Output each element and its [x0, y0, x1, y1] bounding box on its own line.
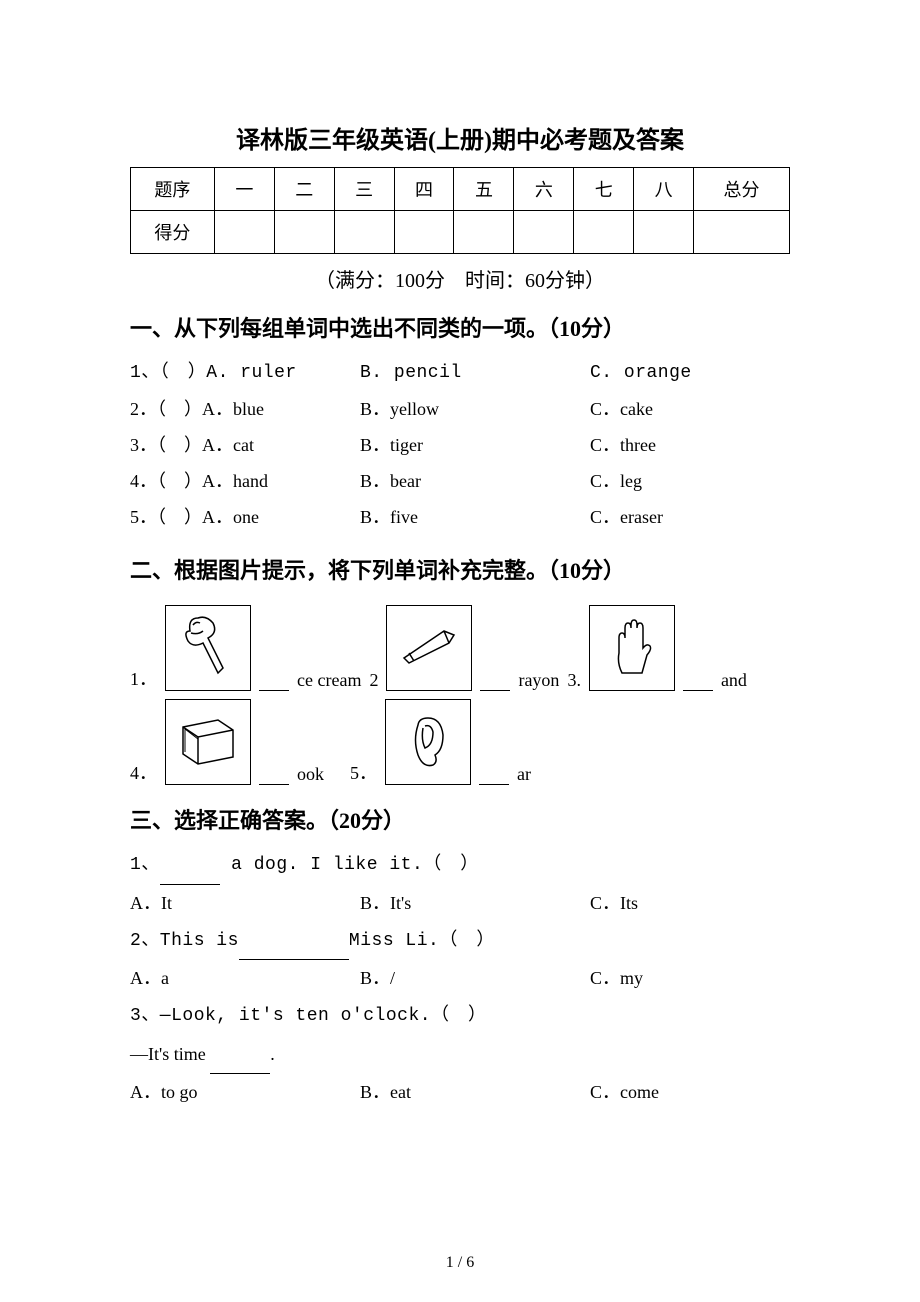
item-suffix: ook — [297, 764, 324, 785]
question-row: 5．（ ）A．one B．five C．eraser — [130, 499, 790, 535]
stem-pre: 1、 — [130, 855, 160, 875]
section-1-heading: 一、从下列每组单词中选出不同类的一项。（10分） — [130, 311, 790, 343]
option-a: 1、（ ）A. ruler — [130, 355, 360, 391]
col-header: 三 — [334, 168, 394, 211]
option-a: A．It — [130, 885, 360, 923]
option-a: 5．（ ）A．one — [130, 499, 360, 535]
table-row: 得分 — [131, 211, 790, 254]
col-header: 一 — [214, 168, 274, 211]
option-a: 4．（ ）A．hand — [130, 463, 360, 499]
question-line: —It's time . — [130, 1036, 790, 1074]
option-c: C．cake — [590, 391, 790, 427]
stem-pre: —It's time — [130, 1044, 210, 1064]
col-header: 八 — [634, 168, 694, 211]
stem-post: . — [270, 1044, 275, 1064]
item-prefix: 5． — [332, 759, 377, 785]
option-b: B．eat — [360, 1074, 590, 1112]
image-question-row: 4． ook 5． ar — [130, 699, 790, 785]
score-cell — [214, 211, 274, 254]
fill-blank — [160, 867, 220, 885]
option-c: C. orange — [590, 355, 790, 391]
fill-blank — [239, 942, 349, 960]
table-row: 题序 一 二 三 四 五 六 七 八 总分 — [131, 168, 790, 211]
ice-cream-icon — [165, 605, 251, 691]
item-suffix: ar — [517, 764, 531, 785]
question-stem: 1、 a dog. I like it.（ ） — [130, 847, 790, 885]
option-b: B．It's — [360, 885, 590, 923]
score-cell — [394, 211, 454, 254]
score-cell — [274, 211, 334, 254]
fill-blank — [683, 673, 713, 691]
col-header: 四 — [394, 168, 454, 211]
option-b: B．tiger — [360, 427, 590, 463]
option-c: C．come — [590, 1074, 790, 1112]
stem-post: a dog. I like it.（ ） — [220, 855, 479, 875]
option-c: C．eraser — [590, 499, 790, 535]
fill-blank — [259, 767, 289, 785]
score-cell — [574, 211, 634, 254]
question-stem: 3、—Look, it's ten o'clock.（ ） — [130, 998, 790, 1036]
ear-icon — [385, 699, 471, 785]
col-header: 七 — [574, 168, 634, 211]
item-suffix: and — [721, 670, 747, 691]
question-row: 4．（ ）A．hand B．bear C．leg — [130, 463, 790, 499]
row-label: 题序 — [131, 168, 215, 211]
stem-pre: 2、This is — [130, 931, 239, 951]
col-header: 二 — [274, 168, 334, 211]
row-label: 得分 — [131, 211, 215, 254]
score-cell — [334, 211, 394, 254]
fill-blank — [480, 673, 510, 691]
option-a: A．to go — [130, 1074, 360, 1112]
score-cell — [694, 211, 790, 254]
option-b: B. pencil — [360, 355, 590, 391]
options-row: A．a B．/ C．my — [130, 960, 790, 998]
page-title: 译林版三年级英语(上册)期中必考题及答案 — [130, 120, 790, 155]
book-icon — [165, 699, 251, 785]
option-a: A．a — [130, 960, 360, 998]
option-a: 2．（ ）A．blue — [130, 391, 360, 427]
item-suffix: rayon — [518, 670, 559, 691]
section-3-heading: 三、选择正确答案。（20分） — [130, 803, 790, 835]
option-c: C．Its — [590, 885, 790, 923]
option-b: B．five — [360, 499, 590, 535]
question-stem: 2、This is Miss Li.（ ） — [130, 923, 790, 961]
item-suffix: ce cream — [297, 670, 361, 691]
fill-blank — [479, 767, 509, 785]
image-question-row: 1． ce cream 2 rayon 3. and — [130, 605, 790, 691]
score-cell — [634, 211, 694, 254]
hand-icon — [589, 605, 675, 691]
score-table: 题序 一 二 三 四 五 六 七 八 总分 得分 — [130, 167, 790, 254]
stem-post: Miss Li.（ ） — [349, 931, 495, 951]
options-row: A．It B．It's C．Its — [130, 885, 790, 923]
score-cell — [514, 211, 574, 254]
total-header: 总分 — [694, 168, 790, 211]
fill-blank — [259, 673, 289, 691]
question-row: 1、（ ）A. ruler B. pencil C. orange — [130, 355, 790, 391]
fill-blank — [210, 1056, 270, 1074]
options-row: A．to go B．eat C．come — [130, 1074, 790, 1112]
item-prefix: 4． — [130, 759, 157, 785]
option-b: B．yellow — [360, 391, 590, 427]
question-row: 2．（ ）A．blue B．yellow C．cake — [130, 391, 790, 427]
option-b: B．bear — [360, 463, 590, 499]
score-cell — [454, 211, 514, 254]
item-prefix: 1． — [130, 665, 157, 691]
option-c: C．my — [590, 960, 790, 998]
exam-meta: （满分：100分 时间：60分钟） — [130, 264, 790, 293]
page-number: 1 / 6 — [0, 1254, 920, 1272]
option-c: C．three — [590, 427, 790, 463]
option-a: 3．（ ）A．cat — [130, 427, 360, 463]
option-c: C．leg — [590, 463, 790, 499]
section-2-heading: 二、根据图片提示，将下列单词补充完整。（10分） — [130, 553, 790, 585]
option-b: B．/ — [360, 960, 590, 998]
crayon-icon — [386, 605, 472, 691]
item-prefix: 2 — [369, 670, 378, 691]
col-header: 六 — [514, 168, 574, 211]
col-header: 五 — [454, 168, 514, 211]
item-prefix: 3. — [567, 670, 581, 691]
question-row: 3．（ ）A．cat B．tiger C．three — [130, 427, 790, 463]
